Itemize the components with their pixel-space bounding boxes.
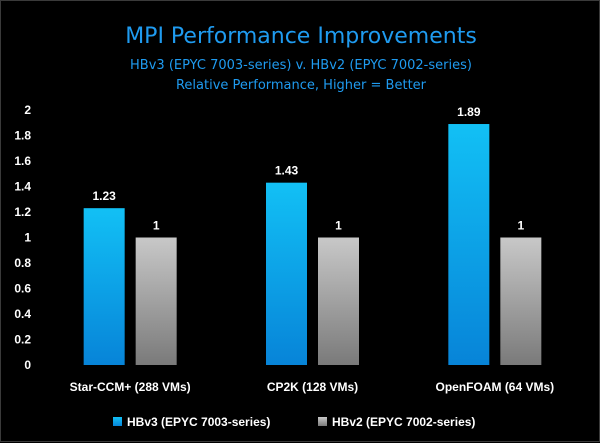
legend: HBv3 (EPYC 7003-series) HBv2 (EPYC 7002-… (113, 415, 475, 429)
bar-hbv3-3 (448, 124, 490, 366)
legend-label-hbv3: HBv3 (EPYC 7003-series) (127, 415, 270, 429)
data-label-hbv2-3: 1 (517, 219, 524, 233)
y-tick-label: 0.6 (14, 282, 31, 296)
y-tick-label: 0.2 (14, 333, 31, 347)
y-tick-label: 1.2 (14, 205, 31, 219)
legend-swatch-hbv2 (318, 417, 327, 426)
chart-subtitle-line-2: Relative Performance, Higher = Better (176, 78, 427, 93)
legend-swatch-hbv3 (113, 417, 122, 426)
x-category-label: Star-CCM+ (288 VMs) (70, 380, 191, 394)
bar-hbv3-1 (83, 208, 125, 365)
data-labels: 1.23 1 1.43 1 1.89 1 (92, 105, 524, 232)
data-label-hbv3-3: 1.89 (457, 105, 481, 119)
bar-hbv2-1 (135, 237, 177, 365)
bars (83, 124, 542, 366)
data-label-hbv3-2: 1.43 (275, 164, 299, 178)
x-axis: Star-CCM+ (288 VMs) CP2K (128 VMs) OpenFOA… (70, 380, 555, 394)
x-category-label: OpenFOAM (64 VMs) (435, 380, 554, 394)
bar-hbv2-2 (318, 237, 359, 365)
y-axis: 0 0.2 0.4 0.6 0.8 1 1.2 1.4 1.6 1.8 2 (14, 103, 31, 372)
x-category-label: CP2K (128 VMs) (267, 380, 358, 394)
y-tick-label: 0.4 (14, 307, 31, 321)
y-tick-label: 2 (24, 103, 31, 117)
y-tick-label: 1.4 (14, 180, 31, 194)
y-tick-label: 0 (24, 358, 31, 372)
chart-title: MPI Performance Improvements (125, 24, 477, 49)
y-tick-label: 0.8 (14, 256, 31, 270)
data-label-hbv2-1: 1 (153, 219, 160, 233)
bar-hbv3-2 (266, 182, 307, 365)
data-label-hbv2-2: 1 (335, 219, 342, 233)
bar-hbv2-3 (500, 237, 542, 365)
y-tick-label: 1 (24, 231, 31, 245)
y-tick-label: 1.8 (14, 129, 31, 143)
data-label-hbv3-1: 1.23 (92, 189, 116, 203)
chart-subtitle-line-1: HBv3 (EPYC 7003-series) v. HBv2 (EPYC 70… (130, 58, 472, 73)
y-tick-label: 1.6 (14, 154, 31, 168)
legend-label-hbv2: HBv2 (EPYC 7002-series) (332, 415, 475, 429)
